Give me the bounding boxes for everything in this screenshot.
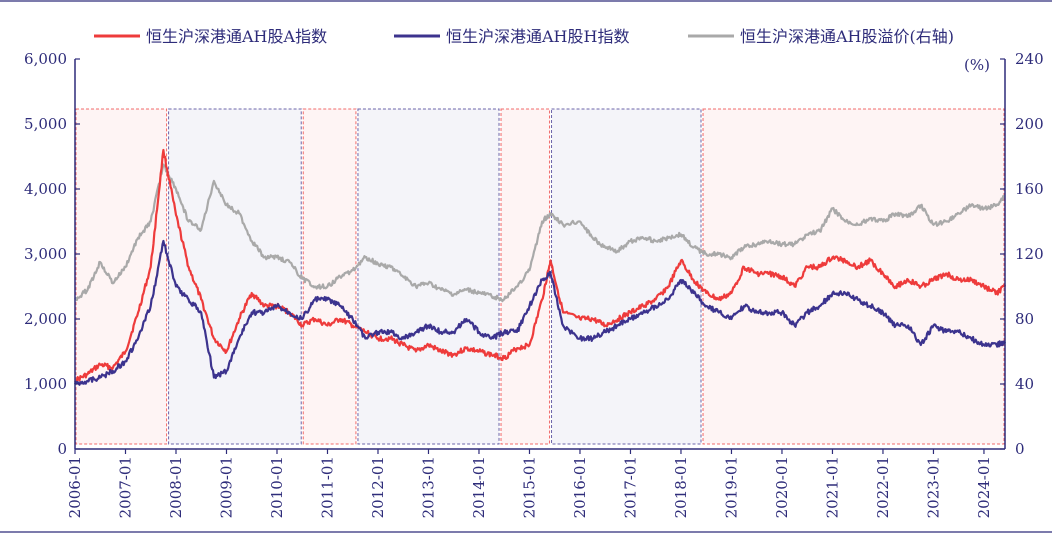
right-tick-label: 200 [1015,115,1044,133]
shaded-period-3 [357,108,500,445]
right-tick-label: 0 [1015,440,1025,458]
x-tick-label: 2020-01 [773,456,791,518]
legend-label-a-index: 恒生沪深港通AH股A指数 [146,27,327,46]
legend-entry-premium: 恒生沪深港通AH股溢价(右轴) [688,27,954,46]
x-tick-label: 2010-01 [268,456,286,518]
left-tick-label: 5,000 [24,115,67,133]
left-tick-label: 4,000 [24,180,67,198]
x-tick-label: 2006-01 [66,456,84,518]
series-line-0 [74,148,1007,384]
shaded-period-2 [302,108,357,445]
left-y-ticks: 0 1,000 2,000 3,000 4,000 5,000 6,000 [24,50,80,458]
x-tick-label: 2007-01 [117,456,135,518]
x-tick-label: 2015-01 [521,456,539,518]
x-tick-label: 2024-01 [975,456,993,518]
x-tick-label: 2023-01 [925,456,943,518]
legend-label-h-index: 恒生沪深港通AH股H指数 [446,27,629,46]
legend-entry-h-index: 恒生沪深港通AH股H指数 [394,27,629,46]
x-tick-label: 2021-01 [824,456,842,518]
right-tick-label: 160 [1015,180,1044,198]
left-tick-label: 2,000 [24,310,67,328]
shaded-period-5 [551,108,702,445]
x-tick-label: 2013-01 [420,456,438,518]
legend-label-premium: 恒生沪深港通AH股溢价(右轴) [740,27,954,46]
shaded-period-1 [168,108,302,445]
x-tick-label: 2008-01 [167,456,185,518]
left-tick-label: 6,000 [24,50,67,68]
right-tick-label: 120 [1015,245,1044,263]
legend-entry-a-index: 恒生沪深港通AH股A指数 [94,27,327,46]
x-tick-label: 2018-01 [672,456,690,518]
x-tick-label: 2009-01 [218,456,236,518]
series-line-2 [74,163,1006,303]
x-tick-label: 2022-01 [874,456,892,518]
right-tick-label: 40 [1015,375,1034,393]
series-line-1 [73,239,1006,386]
series-layer [73,148,1007,386]
shaded-period-0 [75,108,168,445]
shaded-periods [75,108,1005,445]
legend: 恒生沪深港通AH股A指数 恒生沪深港通AH股H指数 恒生沪深港通AH股溢价(右轴… [94,27,954,46]
right-axis-unit: (%) [964,56,990,74]
left-tick-label: 0 [57,440,67,458]
x-tick-label: 2012-01 [369,456,387,518]
left-tick-label: 3,000 [24,245,67,263]
x-tick-label: 2017-01 [622,456,640,518]
x-tick-label: 2011-01 [319,456,337,518]
x-tick-label: 2016-01 [571,456,589,518]
x-tick-label: 2019-01 [723,456,741,518]
right-tick-label: 240 [1015,50,1044,68]
x-ticks: 2006-01 2007-01 2008-01 2009-01 2010-01 2011-… [66,449,993,518]
x-tick-label: 2014-01 [470,456,488,518]
left-tick-label: 1,000 [24,375,67,393]
right-y-ticks: 0 40 80 120 160 200 240 [1000,50,1044,458]
right-tick-label: 80 [1015,310,1034,328]
shaded-period-6 [702,108,1005,445]
